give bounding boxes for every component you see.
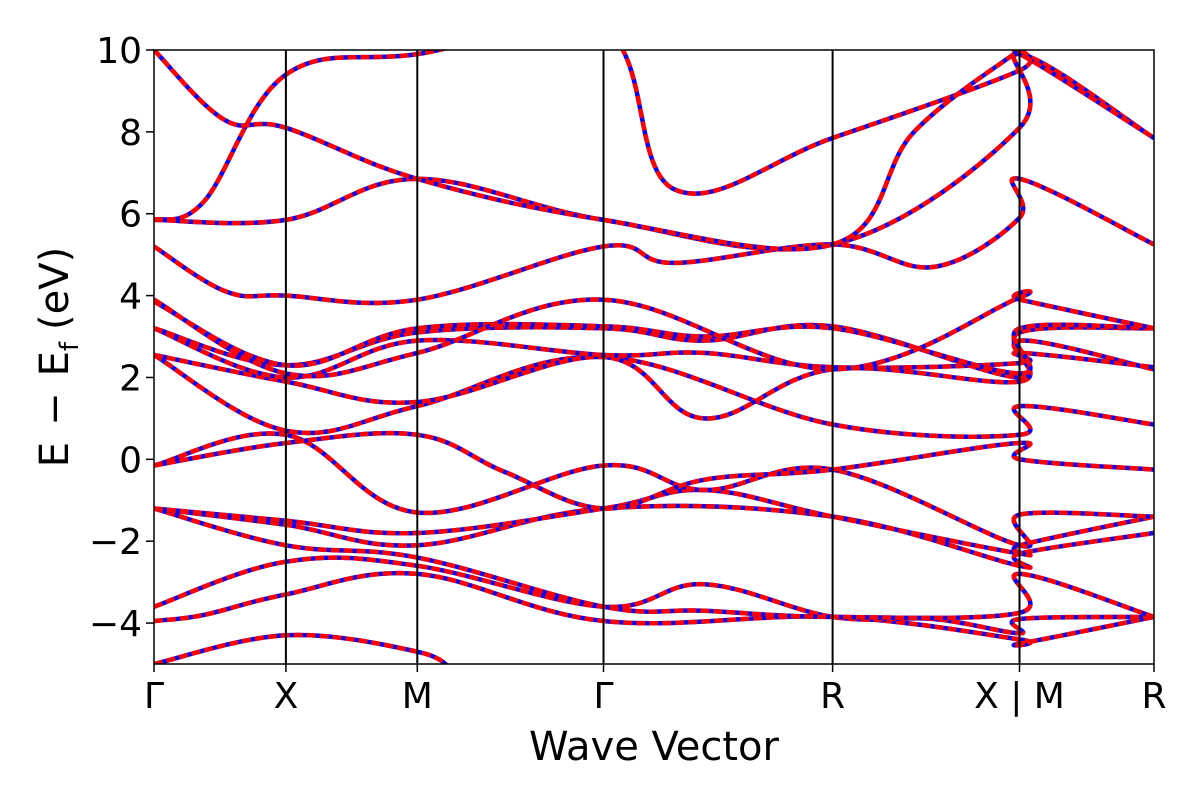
bands-layer xyxy=(154,50,1154,664)
y-axis-ticks: 10 8 6 4 2 0 −2 −4 xyxy=(89,31,154,645)
band-8-primary xyxy=(154,353,1154,439)
band-16-primary xyxy=(154,50,1154,223)
x-tick-label-0: Γ xyxy=(144,676,164,717)
band-3-primary xyxy=(154,506,1154,621)
x-axis-label: Wave Vector xyxy=(529,724,780,770)
y-tick-label-2: 6 xyxy=(119,195,142,236)
band-9-primary xyxy=(154,338,1154,421)
y-tick-label-3: 4 xyxy=(119,277,142,318)
y-label-unit: (eV) xyxy=(32,247,78,330)
band-5-primary xyxy=(154,487,1154,558)
band-0-primary xyxy=(154,632,449,664)
y-label-sub: f xyxy=(55,341,85,351)
band-1-primary xyxy=(154,570,1154,648)
band-15-secondary xyxy=(154,51,1154,252)
y-tick-label-5: 0 xyxy=(119,440,142,481)
x-axis-ticks: Γ X M Γ R X | M R xyxy=(144,664,1167,717)
plot-frame xyxy=(153,49,1155,665)
band-4-primary xyxy=(154,503,1154,570)
y-tick-label-7: −4 xyxy=(89,604,142,645)
x-tick-label-5: X | M xyxy=(974,676,1065,717)
x-tick-label-1: X xyxy=(274,676,299,717)
band-12-primary xyxy=(154,299,1154,376)
y-tick-label-0: 10 xyxy=(96,31,142,72)
x-tick-label-4: R xyxy=(820,676,845,717)
band-10-primary xyxy=(154,326,1154,380)
y-label-e: E xyxy=(32,442,78,467)
y-label-e2: E xyxy=(32,351,78,376)
band-16-secondary xyxy=(154,50,1154,223)
band-14-secondary xyxy=(154,176,1154,306)
band-14-primary xyxy=(154,176,1154,306)
band-7-primary xyxy=(154,430,1154,511)
band-13-primary xyxy=(154,289,1154,379)
y-tick-label-6: −2 xyxy=(89,522,142,563)
y-tick-label-4: 2 xyxy=(119,358,142,399)
band-17-primary xyxy=(154,50,1021,252)
x-tick-label-6: R xyxy=(1141,676,1166,717)
band-15-primary xyxy=(154,51,1154,252)
kpoint-lines xyxy=(284,50,1021,664)
y-label-minus: − xyxy=(32,392,78,426)
x-tick-label-3: Γ xyxy=(593,676,613,717)
x-tick-label-2: M xyxy=(402,676,433,717)
y-axis-label: E − Ef (eV) xyxy=(32,247,85,467)
y-tick-label-1: 8 xyxy=(119,113,142,154)
